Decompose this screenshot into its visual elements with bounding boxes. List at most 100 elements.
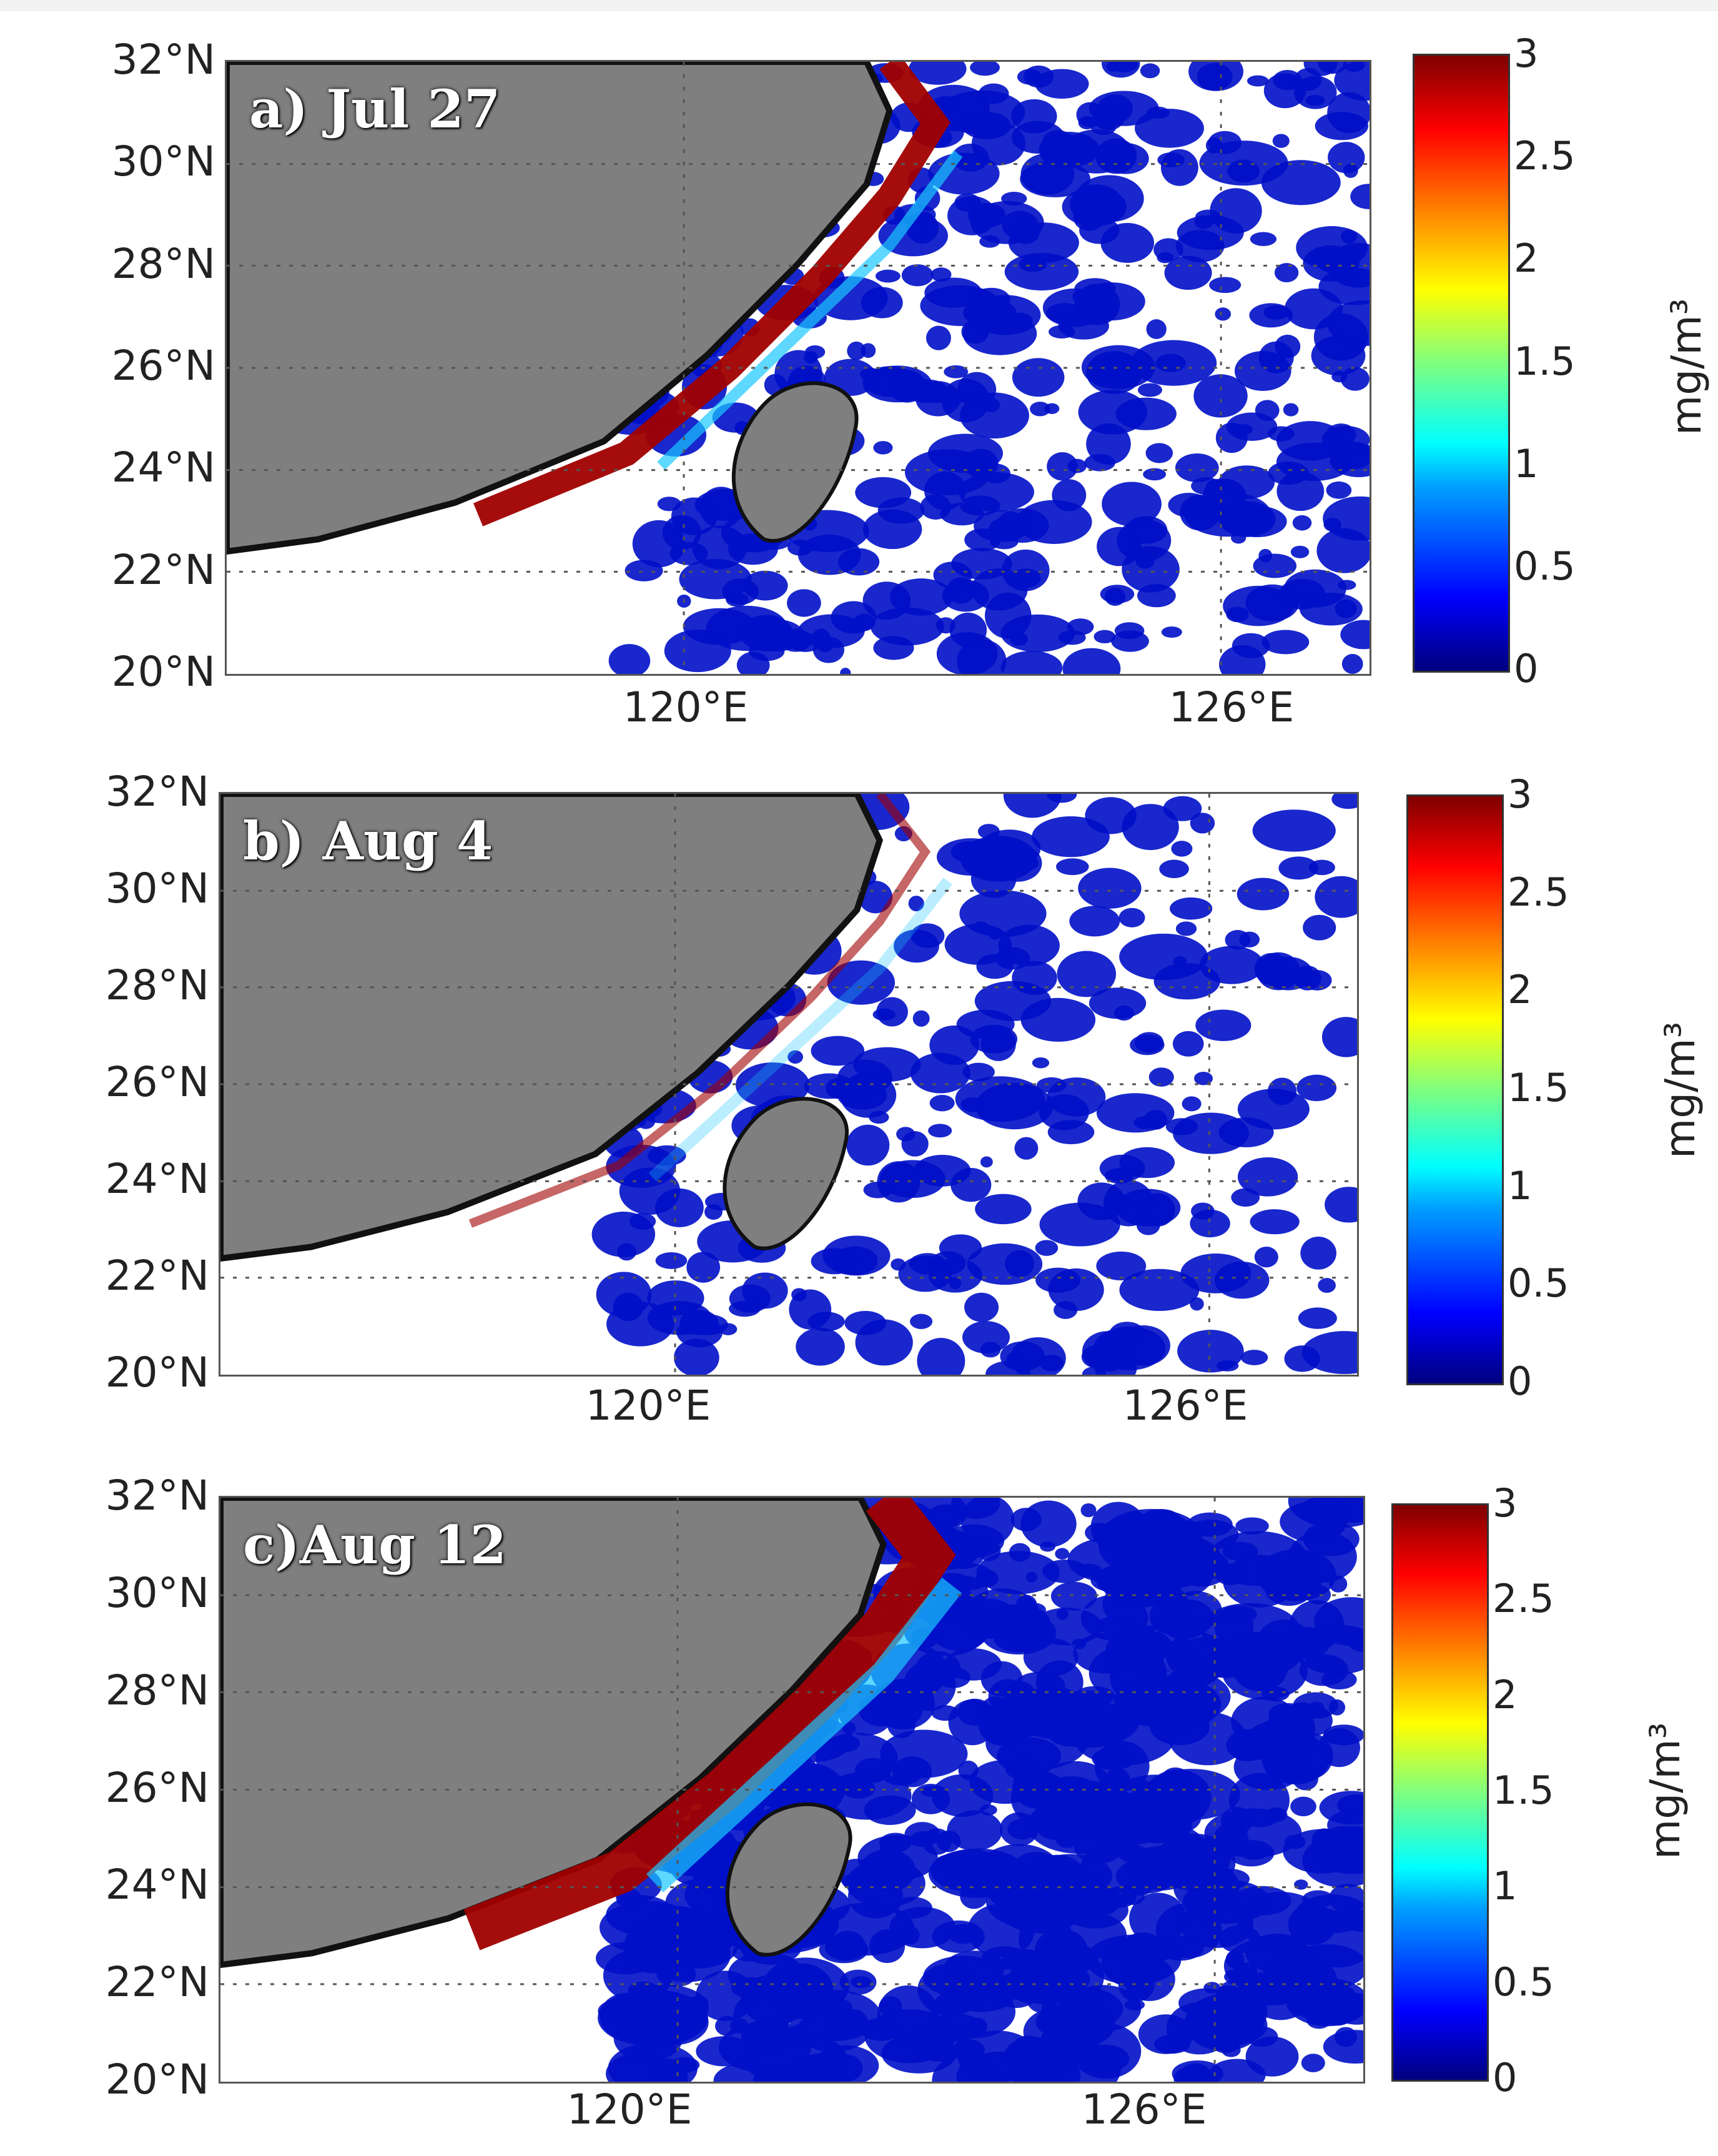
low-chl-patch — [797, 534, 861, 575]
low-chl-patch — [756, 449, 779, 469]
low-chl-patch — [605, 796, 693, 841]
low-chl-patch — [703, 1877, 738, 1899]
low-chl-patch — [1287, 1984, 1313, 2002]
low-chl-patch — [994, 1623, 1041, 1653]
low-chl-patch — [1199, 141, 1288, 186]
low-chl-patch — [970, 568, 1028, 611]
low-chl-patch — [651, 1824, 697, 1858]
low-chl-patch — [1257, 1619, 1310, 1663]
low-chl-patch — [600, 1031, 645, 1062]
low-chl-patch — [1182, 1520, 1239, 1550]
low-chl-patch — [1268, 1561, 1322, 1600]
low-chl-patch — [1328, 1699, 1346, 1716]
low-chl-patch — [1310, 1908, 1339, 1926]
low-chl-patch — [618, 1714, 721, 1772]
low-chl-patch — [981, 1946, 1029, 1970]
low-chl-patch — [608, 2042, 698, 2082]
low-chl-patch — [1042, 288, 1107, 327]
low-chl-patch — [1118, 1545, 1182, 1603]
colorbar-tick-label: 2 — [1493, 1671, 1518, 1718]
low-chl-patch — [1320, 1826, 1363, 1856]
low-chl-patch — [817, 642, 832, 653]
low-chl-patch — [1099, 1154, 1145, 1182]
low-chl-patch — [671, 1852, 715, 1885]
low-chl-patch — [1005, 1758, 1038, 1779]
low-chl-patch — [1300, 1498, 1336, 1521]
low-chl-patch — [1102, 143, 1149, 174]
low-chl-patch — [1054, 1301, 1078, 1319]
low-chl-patch — [909, 2024, 970, 2062]
low-chl-patch — [972, 310, 991, 321]
low-chl-patch — [1235, 423, 1253, 435]
low-chl-patch — [1343, 62, 1365, 72]
low-chl-patch — [616, 252, 654, 289]
lat-tick-label: 28°N — [111, 239, 215, 288]
low-chl-patch — [1126, 1846, 1196, 1891]
low-chl-patch — [774, 350, 822, 397]
low-chl-patch — [1030, 1957, 1056, 1972]
low-chl-patch — [980, 1611, 1057, 1655]
low-chl-patch — [668, 2012, 689, 2032]
low-chl-patch — [1288, 1531, 1357, 1583]
colorbar-tick-label: 0.5 — [1514, 543, 1576, 589]
low-chl-patch — [667, 1508, 736, 1548]
low-chl-patch — [676, 1827, 709, 1844]
low-chl-patch — [934, 1854, 967, 1874]
low-chl-patch — [734, 421, 750, 435]
low-chl-patch — [1095, 1353, 1137, 1375]
low-chl-patch — [1232, 1744, 1260, 1761]
low-chl-patch — [1168, 1711, 1247, 1766]
low-chl-patch — [977, 824, 1000, 839]
low-chl-patch — [1056, 1608, 1069, 1620]
low-chl-patch — [1294, 1879, 1308, 1890]
low-chl-patch — [718, 2022, 811, 2073]
low-chl-patch — [748, 642, 785, 661]
low-chl-patch — [878, 1615, 914, 1633]
low-chl-patch — [605, 1518, 641, 1553]
low-chl-patch — [960, 836, 1037, 882]
low-chl-patch — [839, 1969, 877, 1995]
low-chl-patch — [927, 1504, 962, 1530]
low-chl-patch — [1047, 1077, 1106, 1117]
low-chl-patch — [1167, 1645, 1187, 1657]
low-chl-patch — [831, 601, 877, 634]
low-chl-patch — [819, 412, 845, 428]
low-chl-patch — [925, 383, 948, 403]
low-chl-patch — [1011, 99, 1057, 134]
low-chl-patch — [741, 1684, 779, 1707]
low-chl-patch — [694, 1590, 732, 1617]
low-chl-patch — [973, 921, 989, 932]
low-chl-patch — [821, 1578, 844, 1598]
low-chl-patch — [1155, 1902, 1222, 1959]
low-chl-patch — [912, 1678, 941, 1694]
low-chl-patch — [690, 62, 762, 89]
low-chl-patch — [608, 644, 651, 674]
low-chl-patch — [1216, 1985, 1242, 1999]
low-chl-patch — [924, 277, 982, 308]
low-chl-patch — [701, 1698, 733, 1720]
low-chl-patch — [861, 343, 876, 359]
low-chl-patch — [1001, 192, 1027, 206]
low-chl-patch — [673, 86, 716, 129]
low-chl-patch — [903, 1660, 956, 1711]
low-chl-patch — [980, 1661, 1023, 1696]
low-chl-patch — [1156, 1640, 1179, 1658]
low-chl-patch — [1350, 184, 1370, 209]
low-chl-patch — [1323, 518, 1342, 532]
low-chl-patch — [651, 2068, 664, 2079]
low-chl-patch — [1194, 1071, 1213, 1085]
low-chl-patch — [1115, 1625, 1162, 1659]
low-chl-patch — [651, 1910, 735, 1963]
low-chl-patch — [1017, 1987, 1037, 2004]
low-chl-patch — [702, 1670, 723, 1688]
low-chl-patch — [940, 502, 984, 526]
low-chl-patch — [636, 1768, 679, 1805]
low-chl-patch — [822, 1771, 912, 1820]
low-chl-patch — [889, 578, 954, 616]
low-chl-patch — [970, 859, 1017, 898]
chlorophyll-map — [220, 1498, 1363, 2082]
low-chl-patch — [731, 1105, 789, 1146]
low-chl-patch — [1097, 1616, 1132, 1634]
low-chl-patch — [643, 1520, 693, 1548]
low-chl-patch — [706, 1041, 731, 1057]
